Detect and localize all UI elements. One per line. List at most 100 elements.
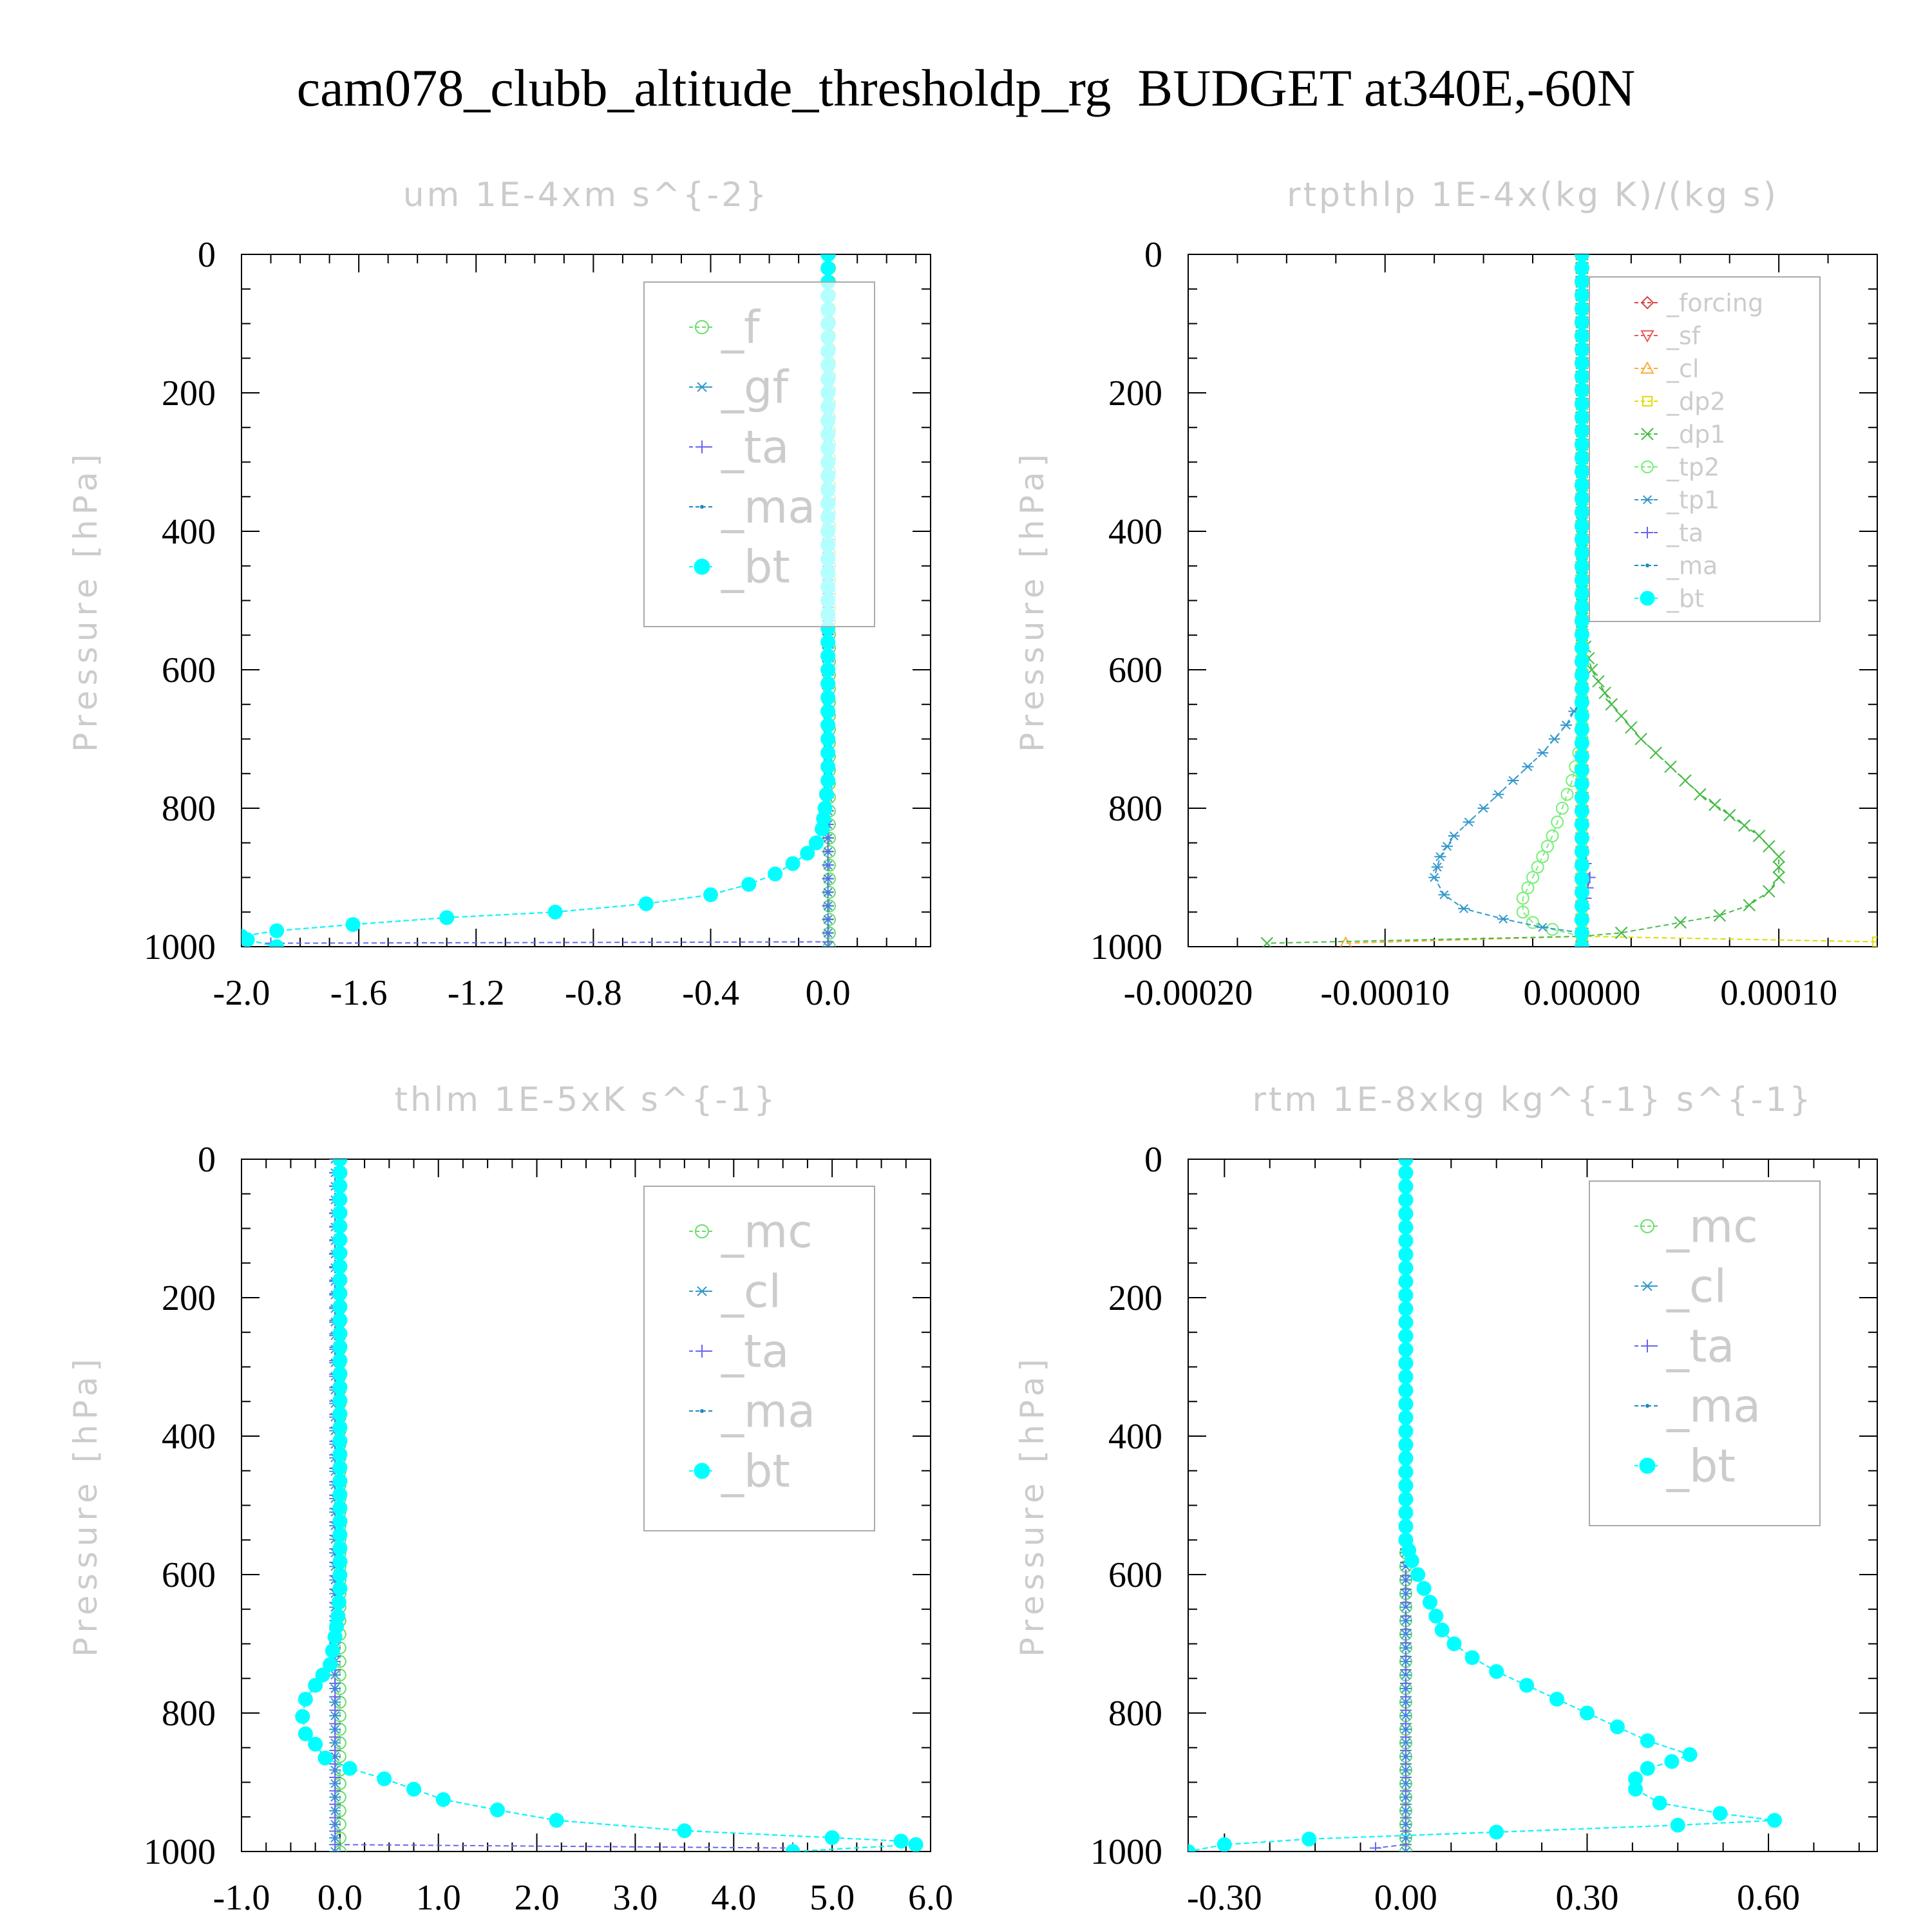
data-point-bt xyxy=(1640,1733,1655,1748)
data-point-bt xyxy=(1574,477,1589,493)
data-point-bt xyxy=(1574,654,1589,669)
legend-marker xyxy=(1642,495,1653,505)
data-point-bt xyxy=(1574,518,1589,534)
data-point-bt xyxy=(819,787,834,802)
data-point-bt xyxy=(332,1406,348,1422)
data-point-ta xyxy=(1399,1651,1412,1663)
y-tick-label: 200 xyxy=(162,1278,216,1318)
data-point-ta xyxy=(822,859,834,871)
data-point-ta xyxy=(1399,1583,1412,1595)
data-point-ta xyxy=(329,1771,341,1783)
y-axis-label: Pressure [hPa] xyxy=(67,449,104,752)
data-point-bt xyxy=(298,1726,313,1741)
data-point-cl xyxy=(1399,1846,1412,1852)
data-point-bt xyxy=(1217,1837,1232,1852)
data-point-bt xyxy=(332,1446,348,1462)
data-point-bt xyxy=(332,1501,348,1516)
data-point-dp1 xyxy=(1679,774,1692,787)
data-point-mc xyxy=(333,1845,346,1852)
legend-marker xyxy=(694,1463,710,1479)
data-point-dp1 xyxy=(1664,760,1677,773)
data-point-bt xyxy=(1574,749,1589,764)
data-point-bt xyxy=(1574,464,1589,479)
data-point-ta xyxy=(1399,1731,1412,1743)
legend-marker xyxy=(1642,395,1653,407)
data-point-bt xyxy=(332,1487,348,1502)
data-point-bt xyxy=(332,1379,348,1395)
data-point-bt xyxy=(820,717,836,733)
data-point-dp1 xyxy=(1743,898,1756,912)
y-tick-label: 0 xyxy=(1144,235,1162,275)
panel-title: rtm 1E-8xkg kg^{-1} s^{-1} xyxy=(1252,1081,1813,1119)
data-point-bt xyxy=(1609,1719,1625,1734)
data-point-bt xyxy=(332,1513,348,1529)
data-point-ta xyxy=(329,1839,341,1851)
data-point-bt xyxy=(1302,1832,1317,1847)
data-point-bt xyxy=(331,1595,346,1610)
legend-label: _ma xyxy=(721,481,815,534)
legend-marker xyxy=(1640,330,1654,343)
data-point-bt xyxy=(332,1299,348,1314)
data-point-bt xyxy=(269,923,285,938)
data-point-ta xyxy=(1399,1812,1412,1824)
data-point-bt xyxy=(1574,885,1589,900)
x-tick-label: 0.00010 xyxy=(1720,973,1837,1013)
series-layer xyxy=(295,1159,923,1852)
data-point-bt xyxy=(1398,1519,1414,1534)
data-point-bt xyxy=(332,1232,348,1247)
legend-label: _ma xyxy=(721,1385,815,1438)
data-point-bt xyxy=(1446,1636,1462,1651)
data-point-tp1 xyxy=(1441,842,1454,851)
y-tick-label: 200 xyxy=(1108,1278,1162,1318)
data-point-bt xyxy=(893,1833,909,1849)
data-point-tp2 xyxy=(1546,923,1559,936)
y-tick-label: 1000 xyxy=(144,927,216,967)
data-point-ta xyxy=(1399,1596,1412,1609)
y-tick-label: 400 xyxy=(162,512,216,552)
legend-label: _ta xyxy=(721,421,789,474)
data-point-bt xyxy=(332,1554,348,1569)
panel-2: rtpthlp 1E-4x(kg K)/(kg s) Pressure [hPa]… xyxy=(1014,176,1878,1013)
data-point-bt xyxy=(1664,1754,1680,1769)
data-point-dp1 xyxy=(1709,798,1721,811)
data-point-ta xyxy=(329,1718,341,1730)
data-point-bt xyxy=(1574,817,1589,832)
legend-marker xyxy=(1639,1457,1656,1474)
data-point-tp2 xyxy=(1555,802,1569,815)
data-point-dp1 xyxy=(1738,819,1751,832)
legend-marker xyxy=(1641,460,1654,473)
data-point-tp2 xyxy=(1526,871,1539,884)
data-point-ta xyxy=(329,1731,341,1743)
data-point-bt xyxy=(1574,314,1589,330)
data-point-bt xyxy=(242,932,255,947)
data-point-tp2 xyxy=(1540,840,1554,853)
data-point-bt xyxy=(1398,1437,1414,1452)
data-point-ta xyxy=(329,1785,341,1797)
data-point-bt xyxy=(1574,695,1589,710)
data-point-bt xyxy=(406,1781,421,1797)
data-point-bt xyxy=(1574,532,1589,547)
legend-label: _f xyxy=(721,301,761,354)
data-point-dp1 xyxy=(1649,746,1662,759)
data-point-bt xyxy=(1574,898,1589,914)
data-point-dp1 xyxy=(1763,840,1776,853)
legend-label: _cl xyxy=(1666,354,1699,383)
y-tick-label: 600 xyxy=(1108,1555,1162,1595)
data-point-bt xyxy=(332,1205,348,1220)
data-point-bt xyxy=(332,1366,348,1381)
x-tick-label: -0.8 xyxy=(565,973,622,1013)
data-point-bt xyxy=(332,1567,348,1583)
data-point-bt xyxy=(1519,1678,1535,1693)
legend-marker xyxy=(696,382,708,392)
data-point-tp1 xyxy=(1458,904,1470,913)
legend-label: _dp1 xyxy=(1666,420,1725,448)
x-tick-label: 0.30 xyxy=(1555,1878,1618,1918)
legend: _mc _cl _ta _ma _bt xyxy=(643,1186,875,1531)
data-point-bt xyxy=(332,1285,348,1301)
data-point-bt xyxy=(1428,1609,1444,1624)
data-point-bt xyxy=(1398,1301,1414,1316)
data-point-tp1 xyxy=(1548,734,1560,744)
legend: _forcing _sf _cl _dp2 _dp1 _tp2 _tp1 _ta _ma _bt xyxy=(1589,276,1821,622)
data-point-bt xyxy=(1398,1165,1414,1180)
